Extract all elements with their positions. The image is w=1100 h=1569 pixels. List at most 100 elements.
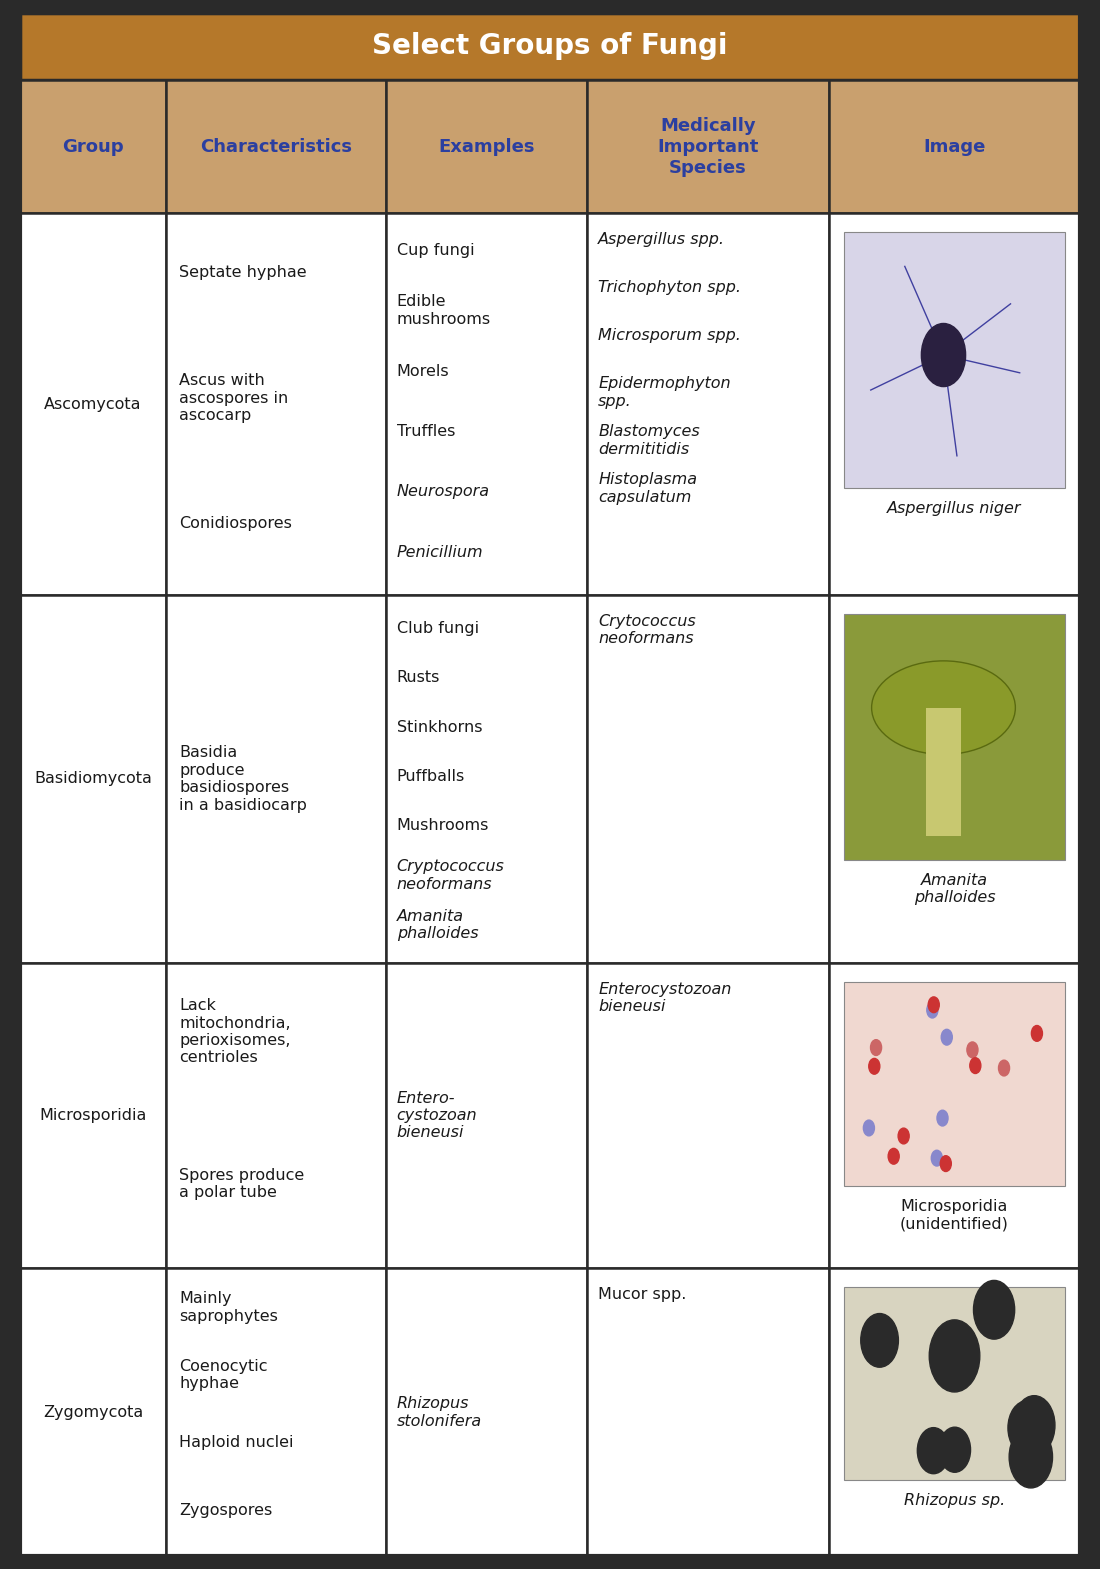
Text: Ascomycota: Ascomycota bbox=[44, 397, 142, 411]
Circle shape bbox=[888, 1149, 899, 1164]
Text: Enterocystozoan
bieneusi: Enterocystozoan bieneusi bbox=[598, 982, 732, 1014]
Bar bbox=[20, 213, 166, 595]
Text: Morels: Morels bbox=[397, 364, 449, 378]
Bar bbox=[829, 213, 1080, 595]
Text: Group: Group bbox=[63, 138, 124, 155]
Circle shape bbox=[870, 1040, 881, 1056]
Text: Basidia
produce
basidiospores
in a basidiocarp: Basidia produce basidiospores in a basid… bbox=[179, 745, 307, 813]
Text: Zygomycota: Zygomycota bbox=[43, 1404, 143, 1420]
Text: Club fungi: Club fungi bbox=[397, 621, 478, 635]
Bar bbox=[829, 1268, 1080, 1556]
Text: Puffballs: Puffballs bbox=[397, 769, 465, 784]
Bar bbox=[166, 80, 386, 213]
Bar bbox=[20, 1268, 166, 1556]
Text: Mainly
saprophytes: Mainly saprophytes bbox=[179, 1291, 278, 1324]
Text: Aspergillus niger: Aspergillus niger bbox=[888, 501, 1022, 516]
Text: Truffles: Truffles bbox=[397, 424, 455, 439]
Text: Basidiomycota: Basidiomycota bbox=[34, 772, 152, 786]
Text: Microsporidia: Microsporidia bbox=[40, 1108, 146, 1123]
Text: Amanita
phalloides: Amanita phalloides bbox=[914, 872, 996, 905]
Text: Trichophyton spp.: Trichophyton spp. bbox=[598, 281, 741, 295]
Text: Image: Image bbox=[923, 138, 986, 155]
Bar bbox=[587, 963, 829, 1268]
Text: Cup fungi: Cup fungi bbox=[397, 243, 474, 257]
Bar bbox=[386, 213, 587, 595]
Circle shape bbox=[917, 1428, 949, 1473]
Text: Epidermophyton
spp.: Epidermophyton spp. bbox=[598, 377, 730, 408]
Circle shape bbox=[922, 323, 966, 386]
Circle shape bbox=[970, 1058, 981, 1073]
Bar bbox=[587, 595, 829, 963]
Circle shape bbox=[932, 1150, 943, 1166]
Circle shape bbox=[869, 1059, 880, 1075]
Ellipse shape bbox=[871, 661, 1015, 755]
Bar bbox=[166, 595, 386, 963]
Bar bbox=[844, 232, 1065, 488]
Text: Mucor spp.: Mucor spp. bbox=[598, 1287, 686, 1302]
Text: Rhizopus sp.: Rhizopus sp. bbox=[904, 1492, 1005, 1508]
Bar bbox=[20, 963, 166, 1268]
Bar bbox=[20, 13, 1080, 80]
Bar bbox=[587, 213, 829, 595]
Text: Rusts: Rusts bbox=[397, 670, 440, 686]
Circle shape bbox=[939, 1428, 970, 1472]
Text: Crytococcus
neoformans: Crytococcus neoformans bbox=[598, 613, 696, 646]
Text: Amanita
phalloides: Amanita phalloides bbox=[397, 908, 478, 941]
Text: Mushrooms: Mushrooms bbox=[397, 819, 490, 833]
Circle shape bbox=[940, 1156, 952, 1172]
Text: Penicillium: Penicillium bbox=[397, 544, 483, 560]
Bar bbox=[386, 595, 587, 963]
Bar bbox=[20, 80, 166, 213]
Bar bbox=[386, 963, 587, 1268]
Text: Rhizopus
stolonifera: Rhizopus stolonifera bbox=[397, 1396, 482, 1428]
Circle shape bbox=[1013, 1396, 1055, 1454]
Circle shape bbox=[927, 1003, 938, 1018]
Bar bbox=[829, 963, 1080, 1268]
Bar bbox=[166, 1268, 386, 1556]
Text: Characteristics: Characteristics bbox=[200, 138, 352, 155]
Bar bbox=[844, 1287, 1065, 1480]
Circle shape bbox=[898, 1128, 910, 1144]
Circle shape bbox=[930, 1320, 980, 1392]
Bar bbox=[844, 613, 1065, 860]
Bar bbox=[926, 708, 961, 836]
Text: Microsporidia
(unidentified): Microsporidia (unidentified) bbox=[900, 1199, 1009, 1232]
Circle shape bbox=[967, 1042, 978, 1058]
Circle shape bbox=[864, 1120, 874, 1136]
Text: Medically
Important
Species: Medically Important Species bbox=[658, 118, 759, 176]
Bar bbox=[587, 1268, 829, 1556]
Circle shape bbox=[937, 1111, 948, 1127]
Circle shape bbox=[942, 1029, 953, 1045]
Text: Coenocytic
hyphae: Coenocytic hyphae bbox=[179, 1359, 267, 1392]
Bar bbox=[166, 213, 386, 595]
Bar bbox=[386, 1268, 587, 1556]
Bar bbox=[20, 595, 166, 963]
Circle shape bbox=[1008, 1401, 1046, 1454]
Bar bbox=[587, 80, 829, 213]
Bar bbox=[386, 80, 587, 213]
Text: Haploid nuclei: Haploid nuclei bbox=[179, 1436, 294, 1450]
Text: Neurospora: Neurospora bbox=[397, 485, 490, 499]
Text: Stinkhorns: Stinkhorns bbox=[397, 720, 482, 734]
Text: Aspergillus spp.: Aspergillus spp. bbox=[598, 232, 725, 248]
Text: Spores produce
a polar tube: Spores produce a polar tube bbox=[179, 1167, 305, 1200]
Bar bbox=[829, 595, 1080, 963]
Text: Zygospores: Zygospores bbox=[179, 1503, 273, 1517]
Text: Examples: Examples bbox=[438, 138, 535, 155]
Text: Blastomyces
dermititidis: Blastomyces dermititidis bbox=[598, 424, 700, 457]
Text: Microsporum spp.: Microsporum spp. bbox=[598, 328, 741, 344]
Bar bbox=[829, 80, 1080, 213]
Text: Entero-
cystozoan
bieneusi: Entero- cystozoan bieneusi bbox=[397, 1090, 477, 1141]
Circle shape bbox=[928, 996, 939, 1012]
Text: Lack
mitochondria,
perioxisomes,
centrioles: Lack mitochondria, perioxisomes, centrio… bbox=[179, 998, 292, 1065]
Text: Histoplasma
capsulatum: Histoplasma capsulatum bbox=[598, 472, 697, 505]
Circle shape bbox=[1009, 1426, 1053, 1487]
Text: Septate hyphae: Septate hyphae bbox=[179, 265, 307, 281]
Text: Cryptococcus
neoformans: Cryptococcus neoformans bbox=[397, 860, 505, 891]
Circle shape bbox=[999, 1061, 1010, 1076]
Text: Edible
mushrooms: Edible mushrooms bbox=[397, 295, 491, 326]
Circle shape bbox=[974, 1280, 1014, 1338]
Text: Select Groups of Fungi: Select Groups of Fungi bbox=[372, 33, 728, 60]
Circle shape bbox=[861, 1313, 899, 1367]
Bar bbox=[844, 982, 1065, 1186]
